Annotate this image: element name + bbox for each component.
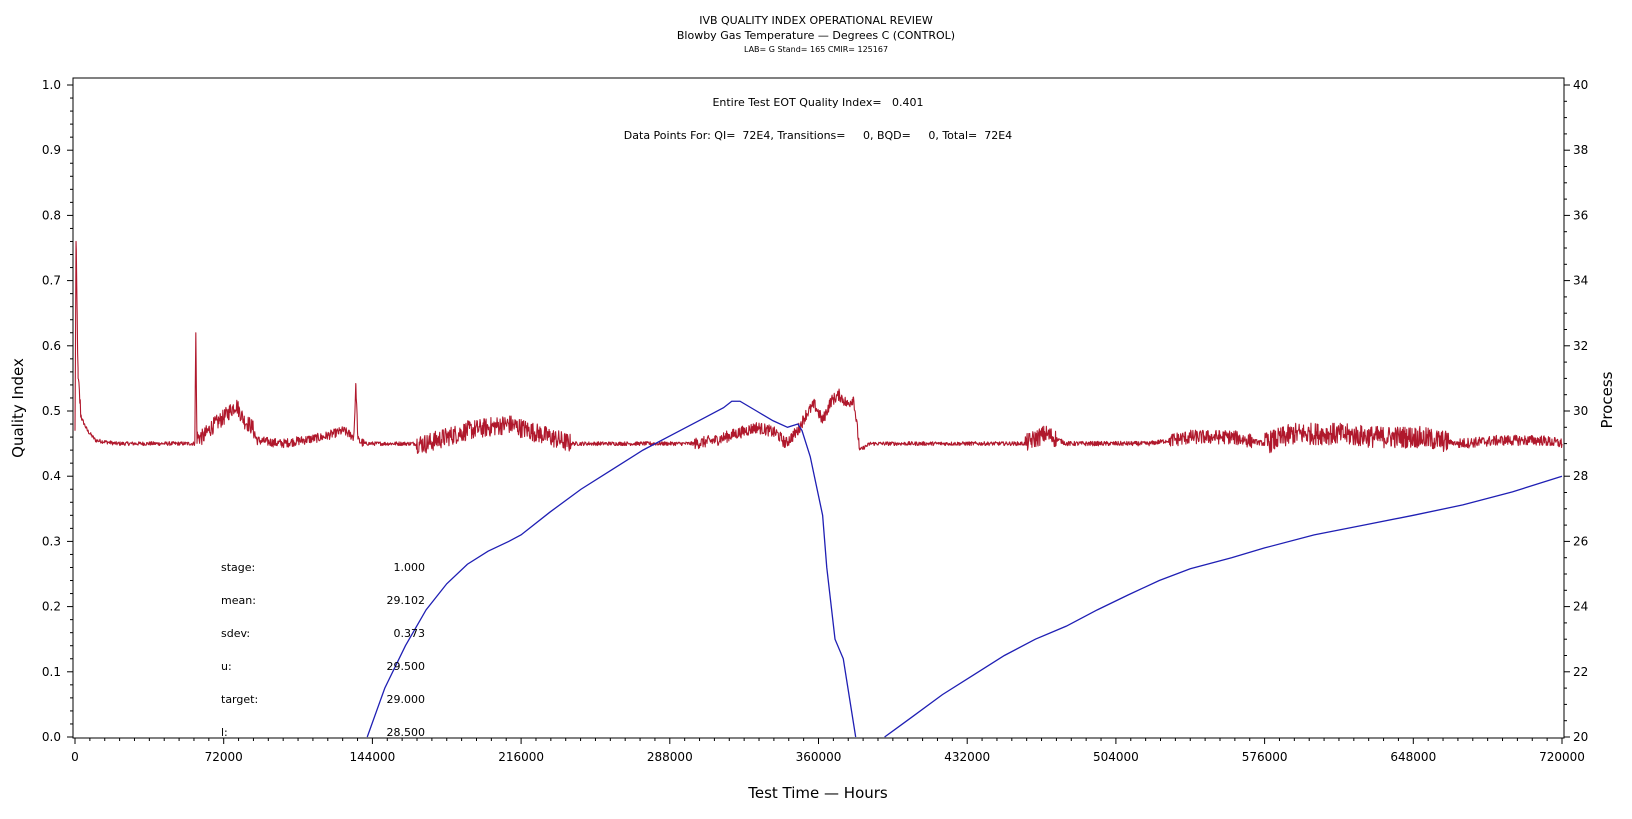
stat-value: 28.500 — [387, 726, 426, 739]
stat-label: u: — [221, 660, 232, 673]
y-tick-label: 0.3 — [42, 534, 61, 548]
y2-tick-label: 40 — [1573, 78, 1588, 92]
y-tick-label: 0.4 — [42, 469, 61, 483]
x-tick-label: 144000 — [349, 750, 395, 764]
x-axis: 0 72000 144000 216000 288000 360000 432000 5040… — [71, 738, 1585, 764]
series-process-line — [74, 240, 1563, 454]
y2-tick-label: 38 — [1573, 143, 1588, 157]
series-quality-index-line-2 — [884, 475, 1563, 738]
x-tick-label: 648000 — [1390, 750, 1436, 764]
chart-subtitle: Blowby Gas Temperature — Degrees C (CONT… — [677, 29, 955, 42]
x-tick-label: 0 — [71, 750, 79, 764]
x-tick-label: 360000 — [796, 750, 842, 764]
y-tick-label: 0.0 — [42, 730, 61, 744]
plot-area — [72, 77, 1565, 739]
y-tick-label: 0.6 — [42, 339, 61, 353]
y2-tick-label: 24 — [1573, 600, 1588, 614]
stat-value: 29.000 — [387, 693, 426, 706]
stat-value: 29.500 — [387, 660, 426, 673]
stat-label: mean: — [221, 594, 256, 607]
stat-label: l: — [221, 726, 228, 739]
stats-panel: stage: 1.000 mean: 29.102 sdev: 0.373 u: 29.500… — [221, 561, 425, 739]
y-tick-label: 0.1 — [42, 665, 61, 679]
y2-tick-label: 30 — [1573, 404, 1588, 418]
y2-tick-label: 36 — [1573, 208, 1588, 222]
x-tick-label: 216000 — [498, 750, 544, 764]
x-tick-label: 576000 — [1242, 750, 1288, 764]
stat-value: 29.102 — [387, 594, 426, 607]
annotation-data-points: Data Points For: QI= 72E4, Transitions= … — [624, 129, 1012, 142]
chart-subtitle-2: LAB= G Stand= 165 CMIR= 125167 — [744, 45, 888, 54]
stat-label: sdev: — [221, 627, 250, 640]
y2-tick-label: 32 — [1573, 339, 1588, 353]
y-tick-label: 0.9 — [42, 143, 61, 157]
x-axis-label: Test Time — Hours — [747, 784, 888, 802]
y-tick-label: 0.8 — [42, 208, 61, 222]
stat-label: stage: — [221, 561, 255, 574]
y2-tick-label: 34 — [1573, 274, 1588, 288]
y-tick-label: 0.5 — [42, 404, 61, 418]
series-quality-index-line — [366, 400, 857, 738]
chart-title: IVB QUALITY INDEX OPERATIONAL REVIEW — [699, 14, 933, 27]
y-tick-label: 1.0 — [42, 78, 61, 92]
y2-tick-label: 20 — [1573, 730, 1588, 744]
y-axis-left: 0.0 0.1 0.2 0.3 0.4 0.5 0.6 0.7 0.8 0.9 1.0 — [42, 78, 73, 744]
x-tick-label: 432000 — [944, 750, 990, 764]
stat-value: 0.373 — [394, 627, 426, 640]
y2-tick-label: 22 — [1573, 665, 1588, 679]
y-tick-label: 0.7 — [42, 274, 61, 288]
y2-axis-label: Process — [1598, 371, 1616, 428]
x-tick-label: 72000 — [205, 750, 243, 764]
stat-label: target: — [221, 693, 258, 706]
annotation-quality-index: Entire Test EOT Quality Index= 0.401 — [712, 96, 923, 109]
y-tick-label: 0.2 — [42, 600, 61, 614]
y-axis-right: 20 22 24 26 28 30 32 34 36 38 40 — [1564, 78, 1588, 744]
stat-value: 1.000 — [394, 561, 426, 574]
y2-tick-label: 28 — [1573, 469, 1588, 483]
y-axis-label: Quality Index — [9, 358, 27, 458]
x-tick-label: 504000 — [1093, 750, 1139, 764]
x-tick-label: 288000 — [647, 750, 693, 764]
y2-tick-label: 26 — [1573, 534, 1588, 548]
x-tick-label: 720000 — [1539, 750, 1585, 764]
